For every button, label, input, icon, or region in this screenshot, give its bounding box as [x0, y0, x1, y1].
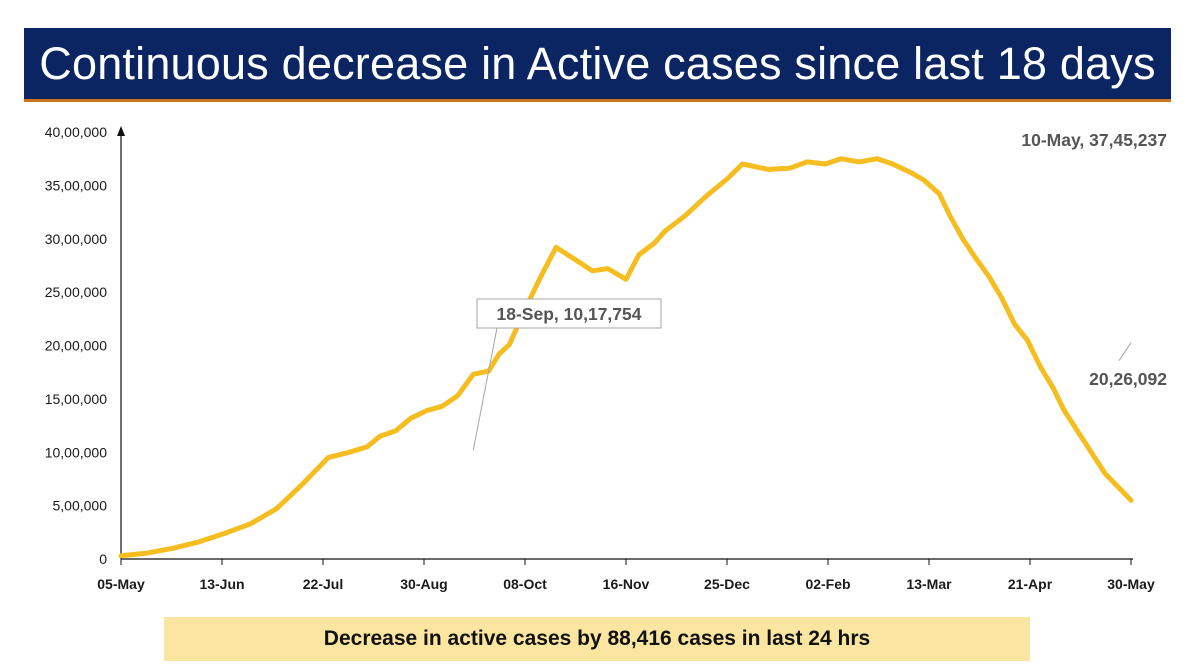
x-tick-label: 21-Apr	[1008, 576, 1053, 592]
y-tick-label: 20,00,000	[45, 338, 107, 354]
annotation-leader-line	[1118, 342, 1132, 361]
chart-series	[118, 156, 1134, 559]
chart-annotations: 18-Sep, 10,17,754 10-May, 37,45,237 20,26,…	[472, 130, 1167, 451]
y-tick-label: 5,00,000	[53, 498, 108, 514]
y-tick-label: 15,00,000	[45, 391, 107, 407]
series-line	[118, 156, 1134, 559]
x-tick-label: 08-Oct	[503, 576, 547, 592]
x-tick-label: 13-Mar	[906, 576, 952, 592]
y-tick-label: 0	[99, 551, 107, 567]
y-tick-label: 25,00,000	[45, 284, 107, 300]
summary-text: Decrease in active cases by 88,416 cases…	[323, 627, 871, 650]
y-tick-label: 40,00,000	[45, 124, 107, 140]
title-banner: Continuous decrease in Active cases sinc…	[24, 28, 1171, 102]
y-axis-arrow	[117, 126, 125, 136]
annotation-box	[476, 298, 662, 329]
y-axis-ticks: 0 5,00,000 10,00,000 15,00,000 20,00,000 25,0…	[45, 124, 108, 567]
annotation-label-peak1: 18-Sep, 10,17,754	[497, 304, 642, 324]
chart-axes	[117, 126, 1133, 560]
x-tick-label: 22-Jul	[303, 576, 343, 592]
y-tick-label: 35,00,000	[45, 177, 107, 193]
x-tick-label: 13-Jun	[199, 576, 244, 592]
x-tick-label: 02-Feb	[805, 576, 850, 592]
x-tick-label: 05-May	[97, 576, 145, 592]
y-tick-label: 30,00,000	[45, 231, 107, 247]
summary-banner: Decrease in active cases by 88,416 cases…	[164, 617, 1030, 661]
annotation-label-peak2: 10-May, 37,45,237	[1021, 130, 1167, 150]
x-tick-label: 30-Aug	[400, 576, 447, 592]
x-axis-ticks: 05-May 13-Jun 22-Jul 30-Aug 08-Oct 16-Nov 25-D…	[97, 559, 1155, 592]
x-tick-label: 25-Dec	[704, 576, 750, 592]
page-title: Continuous decrease in Active cases sinc…	[39, 37, 1156, 89]
active-cases-chart: 0 5,00,000 10,00,000 15,00,000 20,00,000 25,0…	[45, 124, 1168, 592]
x-tick-label: 16-Nov	[603, 576, 650, 592]
annotation-label-latest: 20,26,092	[1089, 369, 1167, 389]
y-tick-label: 10,00,000	[45, 444, 107, 460]
annotation-leader-line	[472, 327, 498, 451]
x-tick-label: 30-May	[1107, 576, 1155, 592]
